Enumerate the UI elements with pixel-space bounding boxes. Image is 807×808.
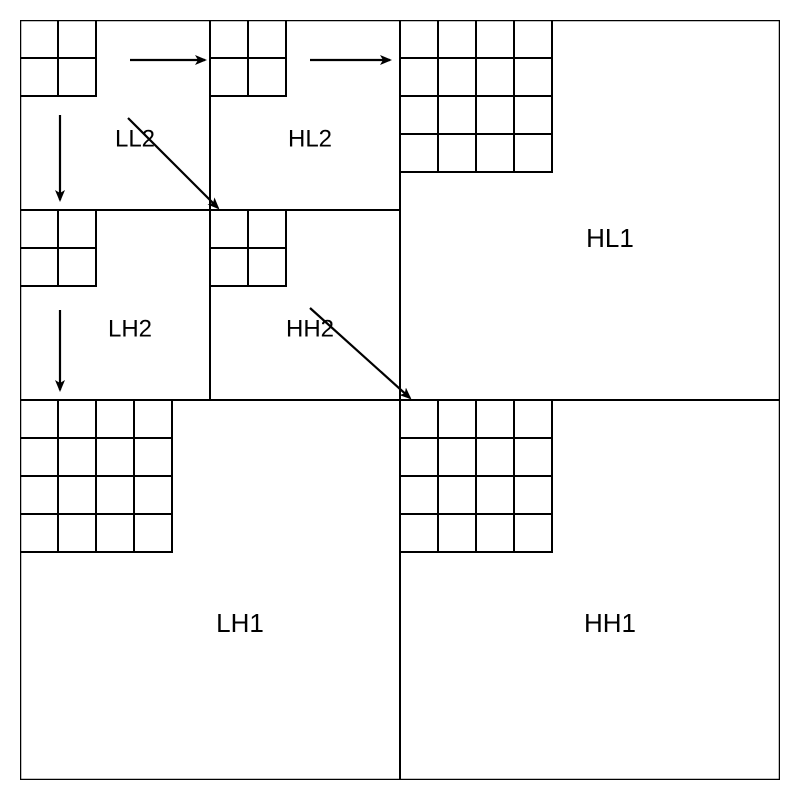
svg-text:LL2: LL2 [115, 125, 155, 152]
svg-text:HH1: HH1 [584, 608, 636, 638]
svg-text:LH1: LH1 [216, 608, 264, 638]
svg-text:HL2: HL2 [288, 125, 332, 152]
svg-text:LH2: LH2 [108, 315, 152, 342]
svg-text:HL1: HL1 [586, 223, 634, 253]
wavelet-diagram: LL2 HL2 LH2 HH2 HL1 LH1 HH1 [20, 20, 787, 780]
svg-text:HH2: HH2 [286, 315, 334, 342]
